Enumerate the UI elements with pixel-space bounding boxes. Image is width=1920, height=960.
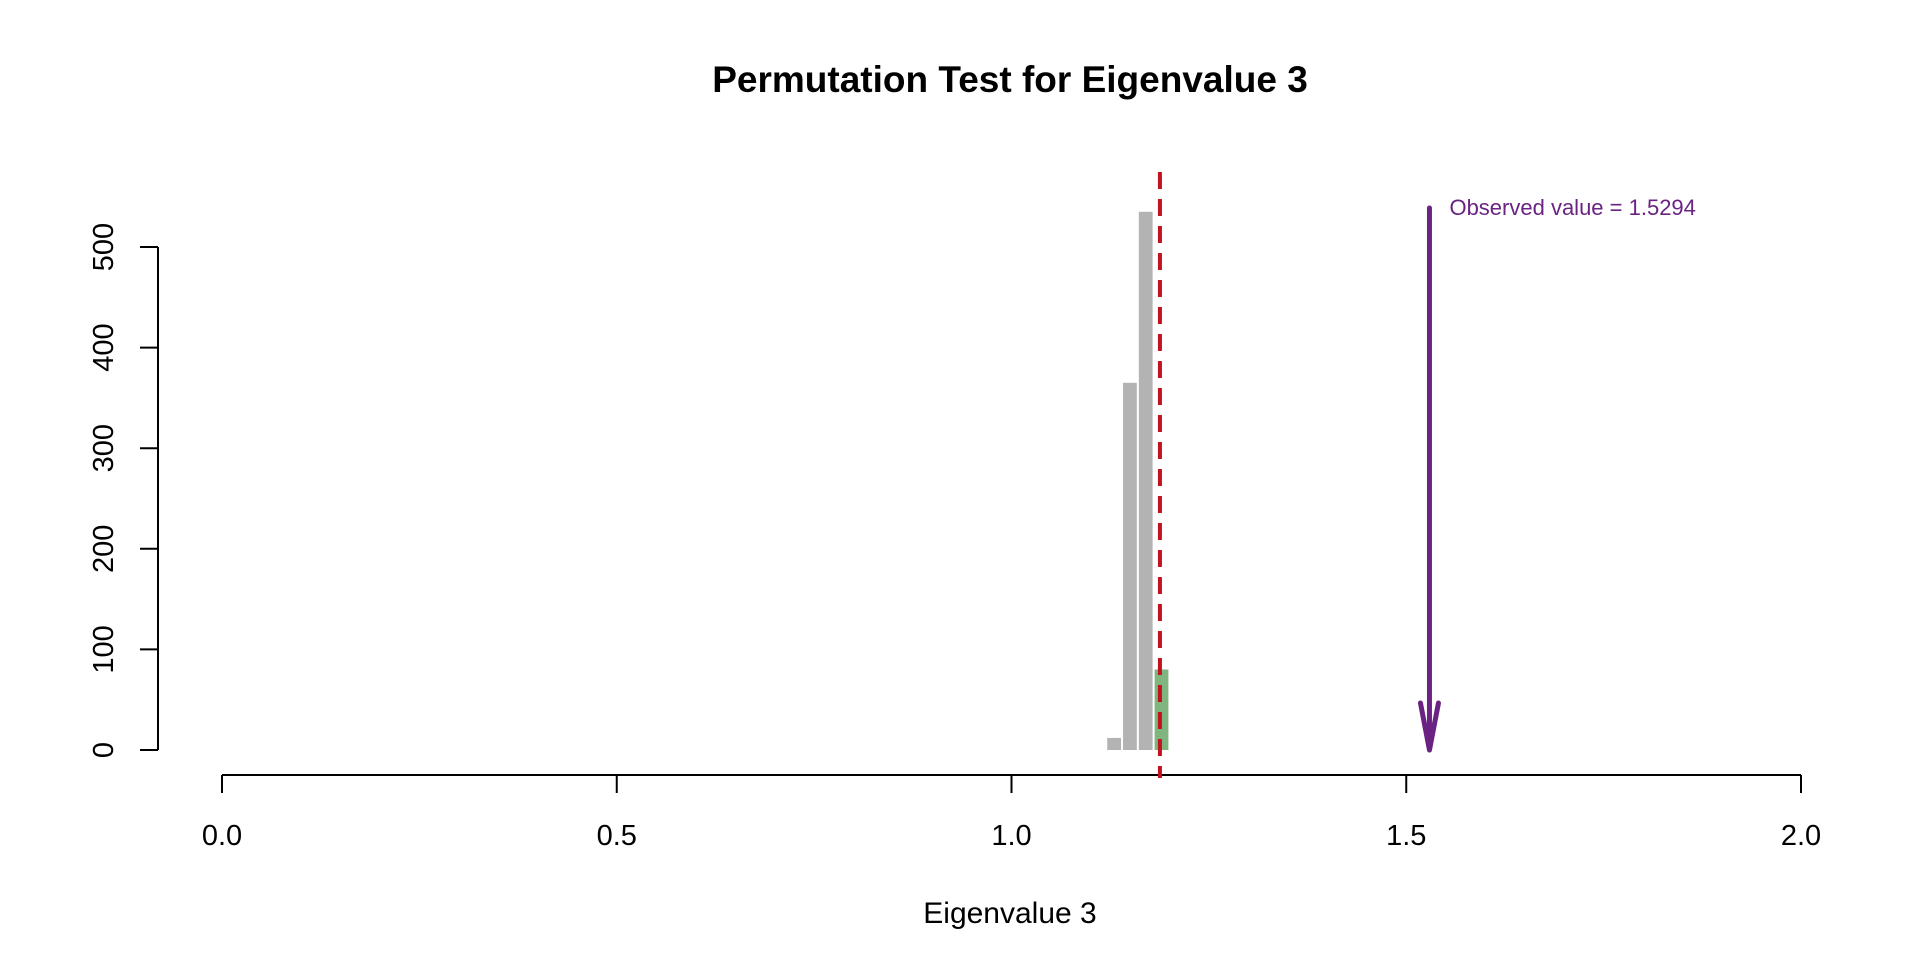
x-tick-label: 0.5 [597,820,637,852]
overlays: Observed value = 1.5294 [1157,172,1696,778]
histogram-bar [1138,211,1153,751]
x-tick-label: 2.0 [1781,820,1821,852]
observed-arrowhead-icon [1417,700,1441,753]
chart-title: Permutation Test for Eigenvalue 3 [712,59,1308,100]
histogram-bar [1107,737,1122,750]
x-tick-label: 1.0 [991,820,1031,852]
x-axis: 0.0 0.5 1.0 1.5 2.0 [202,774,1821,852]
y-tick-label: 0 [88,742,120,758]
y-tick-label: 200 [88,525,120,573]
observed-value-annotation: Observed value = 1.5294 [1449,195,1695,220]
histogram-bars [1107,211,1169,751]
x-axis-label: Eigenvalue 3 [923,897,1096,930]
x-tick-label: 0.0 [202,820,242,852]
histogram-bar [1154,669,1169,750]
histogram-bar [1123,382,1137,750]
y-tick-label: 500 [88,223,120,271]
y-tick-label: 100 [88,625,120,673]
y-axis: 0 100 200 300 400 500 [88,223,159,758]
y-tick-label: 400 [88,323,120,371]
x-tick-label: 1.5 [1386,820,1426,852]
y-tick-label: 300 [88,424,120,472]
